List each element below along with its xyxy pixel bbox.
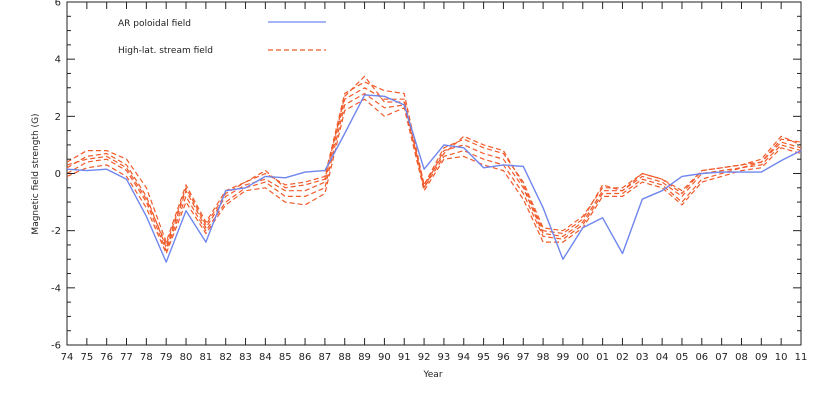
y-tick-label: 4	[55, 55, 61, 66]
x-axis: 74 75 76 77 78 79 80 81 82 83 84 85 86 87 88 89 90 91 92 93…	[61, 2, 808, 363]
y-tick-label: 6	[55, 0, 61, 9]
x-tick-label: 11	[795, 352, 808, 363]
x-tick-label: 92	[418, 352, 431, 363]
x-tick-label: 07	[715, 352, 728, 363]
x-tick-label: 94	[457, 352, 470, 363]
x-tick-label: 03	[636, 352, 649, 363]
series-ar-poloidal-line	[66, 94, 802, 263]
y-tick-label: 0	[55, 169, 61, 180]
legend-label-high-lat-stream: High-lat. stream field	[118, 46, 213, 56]
x-tick-label: 79	[160, 352, 173, 363]
series-high-lat-stream-line	[66, 81, 802, 243]
x-tick-label: 08	[735, 352, 748, 363]
x-tick-label: 98	[537, 352, 550, 363]
x-tick-label: 78	[140, 352, 153, 363]
x-tick-label: 06	[695, 352, 708, 363]
y-axis: -6 -4 -2 0 2 4 6	[51, 0, 801, 352]
y-axis-title: Magnetic field strength (G)	[31, 113, 41, 234]
y-tick-label: -4	[51, 283, 61, 294]
x-tick-label: 90	[378, 352, 391, 363]
x-tick-label: 86	[299, 352, 312, 363]
x-axis-title: Year	[422, 370, 442, 380]
x-tick-label: 10	[775, 352, 788, 363]
x-tick-label: 95	[477, 352, 490, 363]
series-high-lat-stream-line	[66, 98, 802, 255]
x-tick-label: 75	[80, 352, 93, 363]
y-tick-label: -6	[51, 341, 61, 352]
x-tick-label: 74	[61, 352, 74, 363]
x-tick-label: 83	[239, 352, 252, 363]
x-tick-label: 80	[180, 352, 193, 363]
x-tick-label: 85	[279, 352, 292, 363]
series-high-lat-stream-line	[66, 87, 802, 249]
x-tick-label: 96	[497, 352, 510, 363]
x-tick-label: 97	[517, 352, 530, 363]
series-high-lat-stream-line	[66, 75, 802, 246]
series-high-lat-stream-line	[66, 92, 802, 252]
x-tick-label: 91	[398, 352, 411, 363]
x-tick-label: 09	[755, 352, 768, 363]
x-tick-label: 81	[199, 352, 212, 363]
y-tick-label: -2	[51, 226, 61, 237]
y-tick-label: 2	[55, 112, 61, 123]
x-tick-label: 76	[100, 352, 113, 363]
x-tick-label: 01	[596, 352, 609, 363]
x-tick-label: 04	[656, 352, 669, 363]
x-tick-label: 77	[120, 352, 133, 363]
x-tick-label: 02	[616, 352, 629, 363]
x-tick-label: 82	[219, 352, 232, 363]
series-layer	[66, 75, 802, 263]
legend: AR poloidal field High-lat. stream field	[118, 19, 326, 56]
x-tick-label: 84	[259, 352, 272, 363]
x-tick-label: 88	[338, 352, 351, 363]
legend-label-ar-poloidal: AR poloidal field	[118, 19, 191, 29]
x-tick-label: 93	[438, 352, 451, 363]
x-tick-label: 00	[576, 352, 589, 363]
x-tick-label: 99	[557, 352, 570, 363]
x-tick-label: 87	[319, 352, 332, 363]
x-tick-label: 05	[676, 352, 689, 363]
x-tick-label: 89	[358, 352, 371, 363]
